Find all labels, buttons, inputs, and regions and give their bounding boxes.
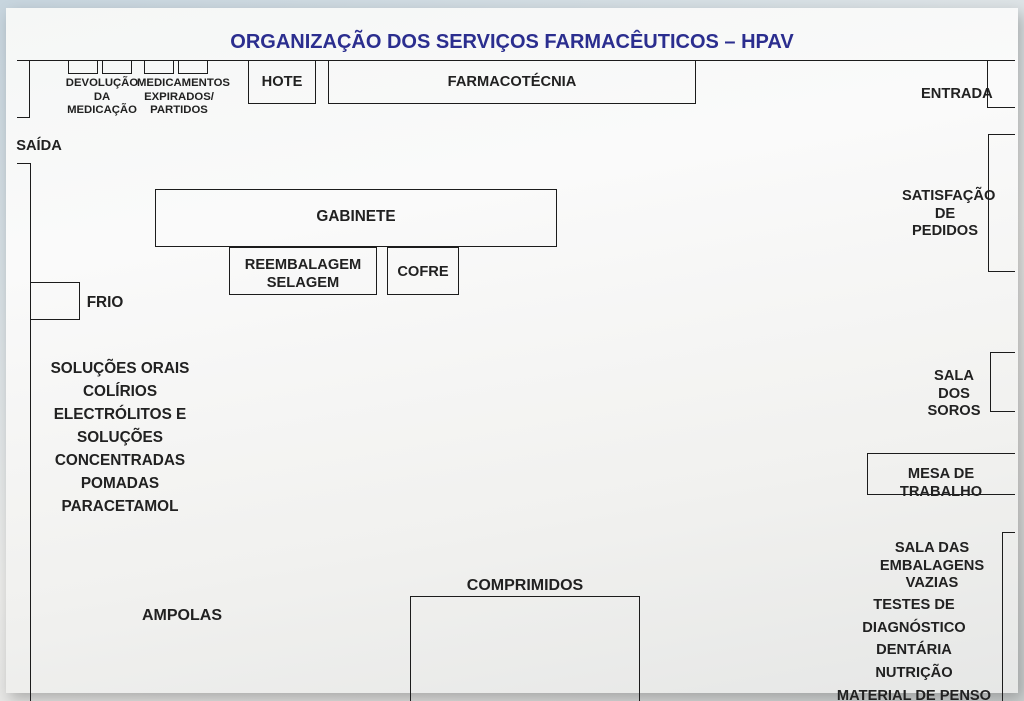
box-devolucao-a xyxy=(68,60,98,74)
label-farmacotecnia: FARMACOTÉCNIA xyxy=(328,74,696,92)
label-sala-embalagens: SALA DAS EMBALAGENS VAZIAS xyxy=(860,540,1004,593)
label-solucoes: SOLUÇÕES ORAIS COLÍRIOS ELECTRÓLITOS E S… xyxy=(40,358,200,519)
box-devolucao-b xyxy=(102,60,132,74)
label-satisfacao: SATISFAÇÃO DE PEDIDOS xyxy=(902,188,988,241)
box-saida-lower xyxy=(17,163,31,701)
label-sala-soros: SALA DOS SOROS xyxy=(918,368,990,421)
label-testes: TESTES DE DIAGNÓSTICO DENTÁRIA NUTRIÇÃO … xyxy=(824,594,1004,701)
box-frio xyxy=(30,282,80,320)
label-expirados: MEDICAMENTOS EXPIRADOS/ PARTIDOS xyxy=(137,77,221,118)
label-reembalagem: REEMBALAGEM SELAGEM xyxy=(229,257,377,292)
box-expirados-b xyxy=(178,60,208,74)
diagram-title: ORGANIZAÇÃO DOS SERVIÇOS FARMACÊUTICOS –… xyxy=(6,30,1018,54)
label-frio: FRIO xyxy=(80,294,130,312)
label-gabinete: GABINETE xyxy=(155,208,557,226)
box-saida-slot xyxy=(17,60,30,118)
label-mesa-trabalho: MESA DE TRABALHO xyxy=(867,466,1015,501)
label-hote: HOTE xyxy=(248,74,316,92)
label-entrada: ENTRADA xyxy=(921,86,987,104)
box-comprimidos xyxy=(410,596,640,701)
box-expirados-a xyxy=(144,60,174,74)
label-cofre: COFRE xyxy=(387,264,459,282)
label-saida: SAÍDA xyxy=(14,138,64,156)
label-comprimidos: COMPRIMIDOS xyxy=(410,576,640,595)
label-devolucao: DEVOLUÇÃO DA MEDICAÇÃO xyxy=(62,77,142,118)
label-ampolas: AMPOLAS xyxy=(122,606,242,625)
floor-plan-sheet: ORGANIZAÇÃO DOS SERVIÇOS FARMACÊUTICOS –… xyxy=(6,8,1018,693)
box-sala-soros xyxy=(990,352,1015,412)
